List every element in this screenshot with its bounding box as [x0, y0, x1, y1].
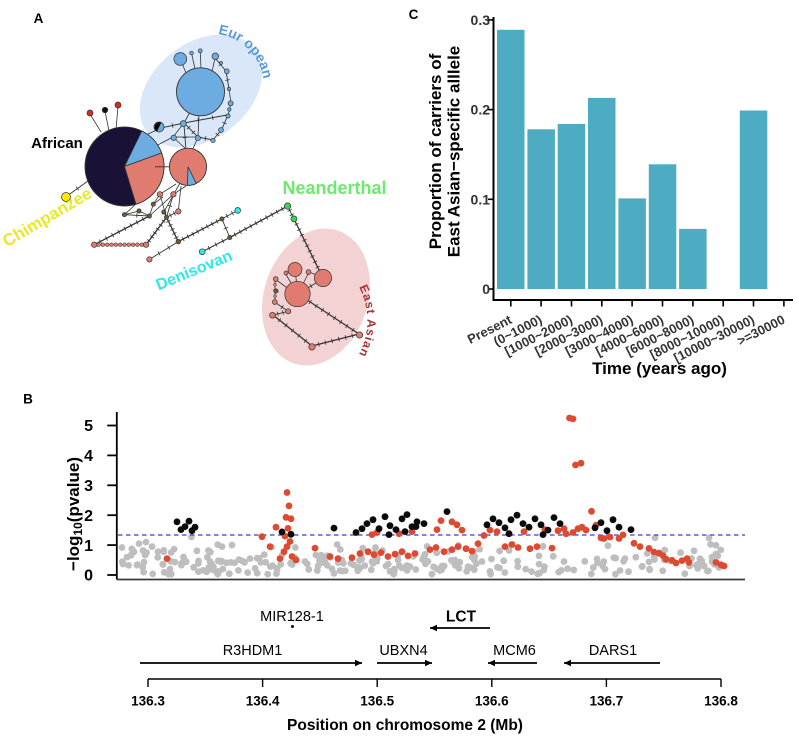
svg-text:Chimpanzee: Chimpanzee [0, 184, 95, 251]
svg-text:136.4: 136.4 [246, 694, 280, 709]
svg-text:LCT: LCT [446, 609, 477, 626]
svg-text:136.3: 136.3 [131, 694, 165, 709]
svg-text:136.8: 136.8 [704, 694, 738, 709]
svg-text:MIR128-1: MIR128-1 [260, 609, 324, 625]
svg-text:1: 1 [84, 538, 93, 555]
svg-text:136.7: 136.7 [590, 694, 624, 709]
svg-text:East Asian−specific alllele: East Asian−specific alllele [445, 46, 464, 258]
svg-text:0.3: 0.3 [471, 12, 491, 28]
svg-text:4: 4 [84, 448, 93, 465]
svg-text:−log10(pvalue): −log10(pvalue) [64, 457, 85, 571]
svg-text:Time (years ago): Time (years ago) [592, 359, 727, 378]
svg-text:B: B [23, 392, 33, 407]
svg-text:C: C [409, 7, 419, 22]
svg-text:0: 0 [84, 568, 93, 585]
svg-text:136.6: 136.6 [475, 694, 509, 709]
svg-text:2: 2 [84, 508, 93, 525]
svg-text:136.5: 136.5 [360, 694, 394, 709]
svg-text:R3HDM1: R3HDM1 [223, 643, 283, 659]
svg-text:Position on chromosome 2 (Mb): Position on chromosome 2 (Mb) [287, 717, 523, 734]
svg-text:MCM6: MCM6 [493, 643, 536, 659]
svg-text:5: 5 [84, 418, 93, 435]
svg-text:A: A [34, 11, 44, 26]
svg-text:Denisovan: Denisovan [154, 248, 235, 295]
svg-text:3: 3 [84, 478, 93, 495]
svg-text:DARS1: DARS1 [589, 643, 637, 659]
svg-text:0.1: 0.1 [471, 191, 491, 207]
svg-text:0.2: 0.2 [471, 102, 491, 118]
svg-text:UBXN4: UBXN4 [379, 643, 427, 659]
svg-text:Proportion of carriers of: Proportion of carriers of [426, 53, 445, 249]
svg-text:Neanderthal: Neanderthal [282, 178, 386, 198]
svg-text:African: African [31, 135, 83, 152]
svg-text:0: 0 [482, 281, 490, 297]
